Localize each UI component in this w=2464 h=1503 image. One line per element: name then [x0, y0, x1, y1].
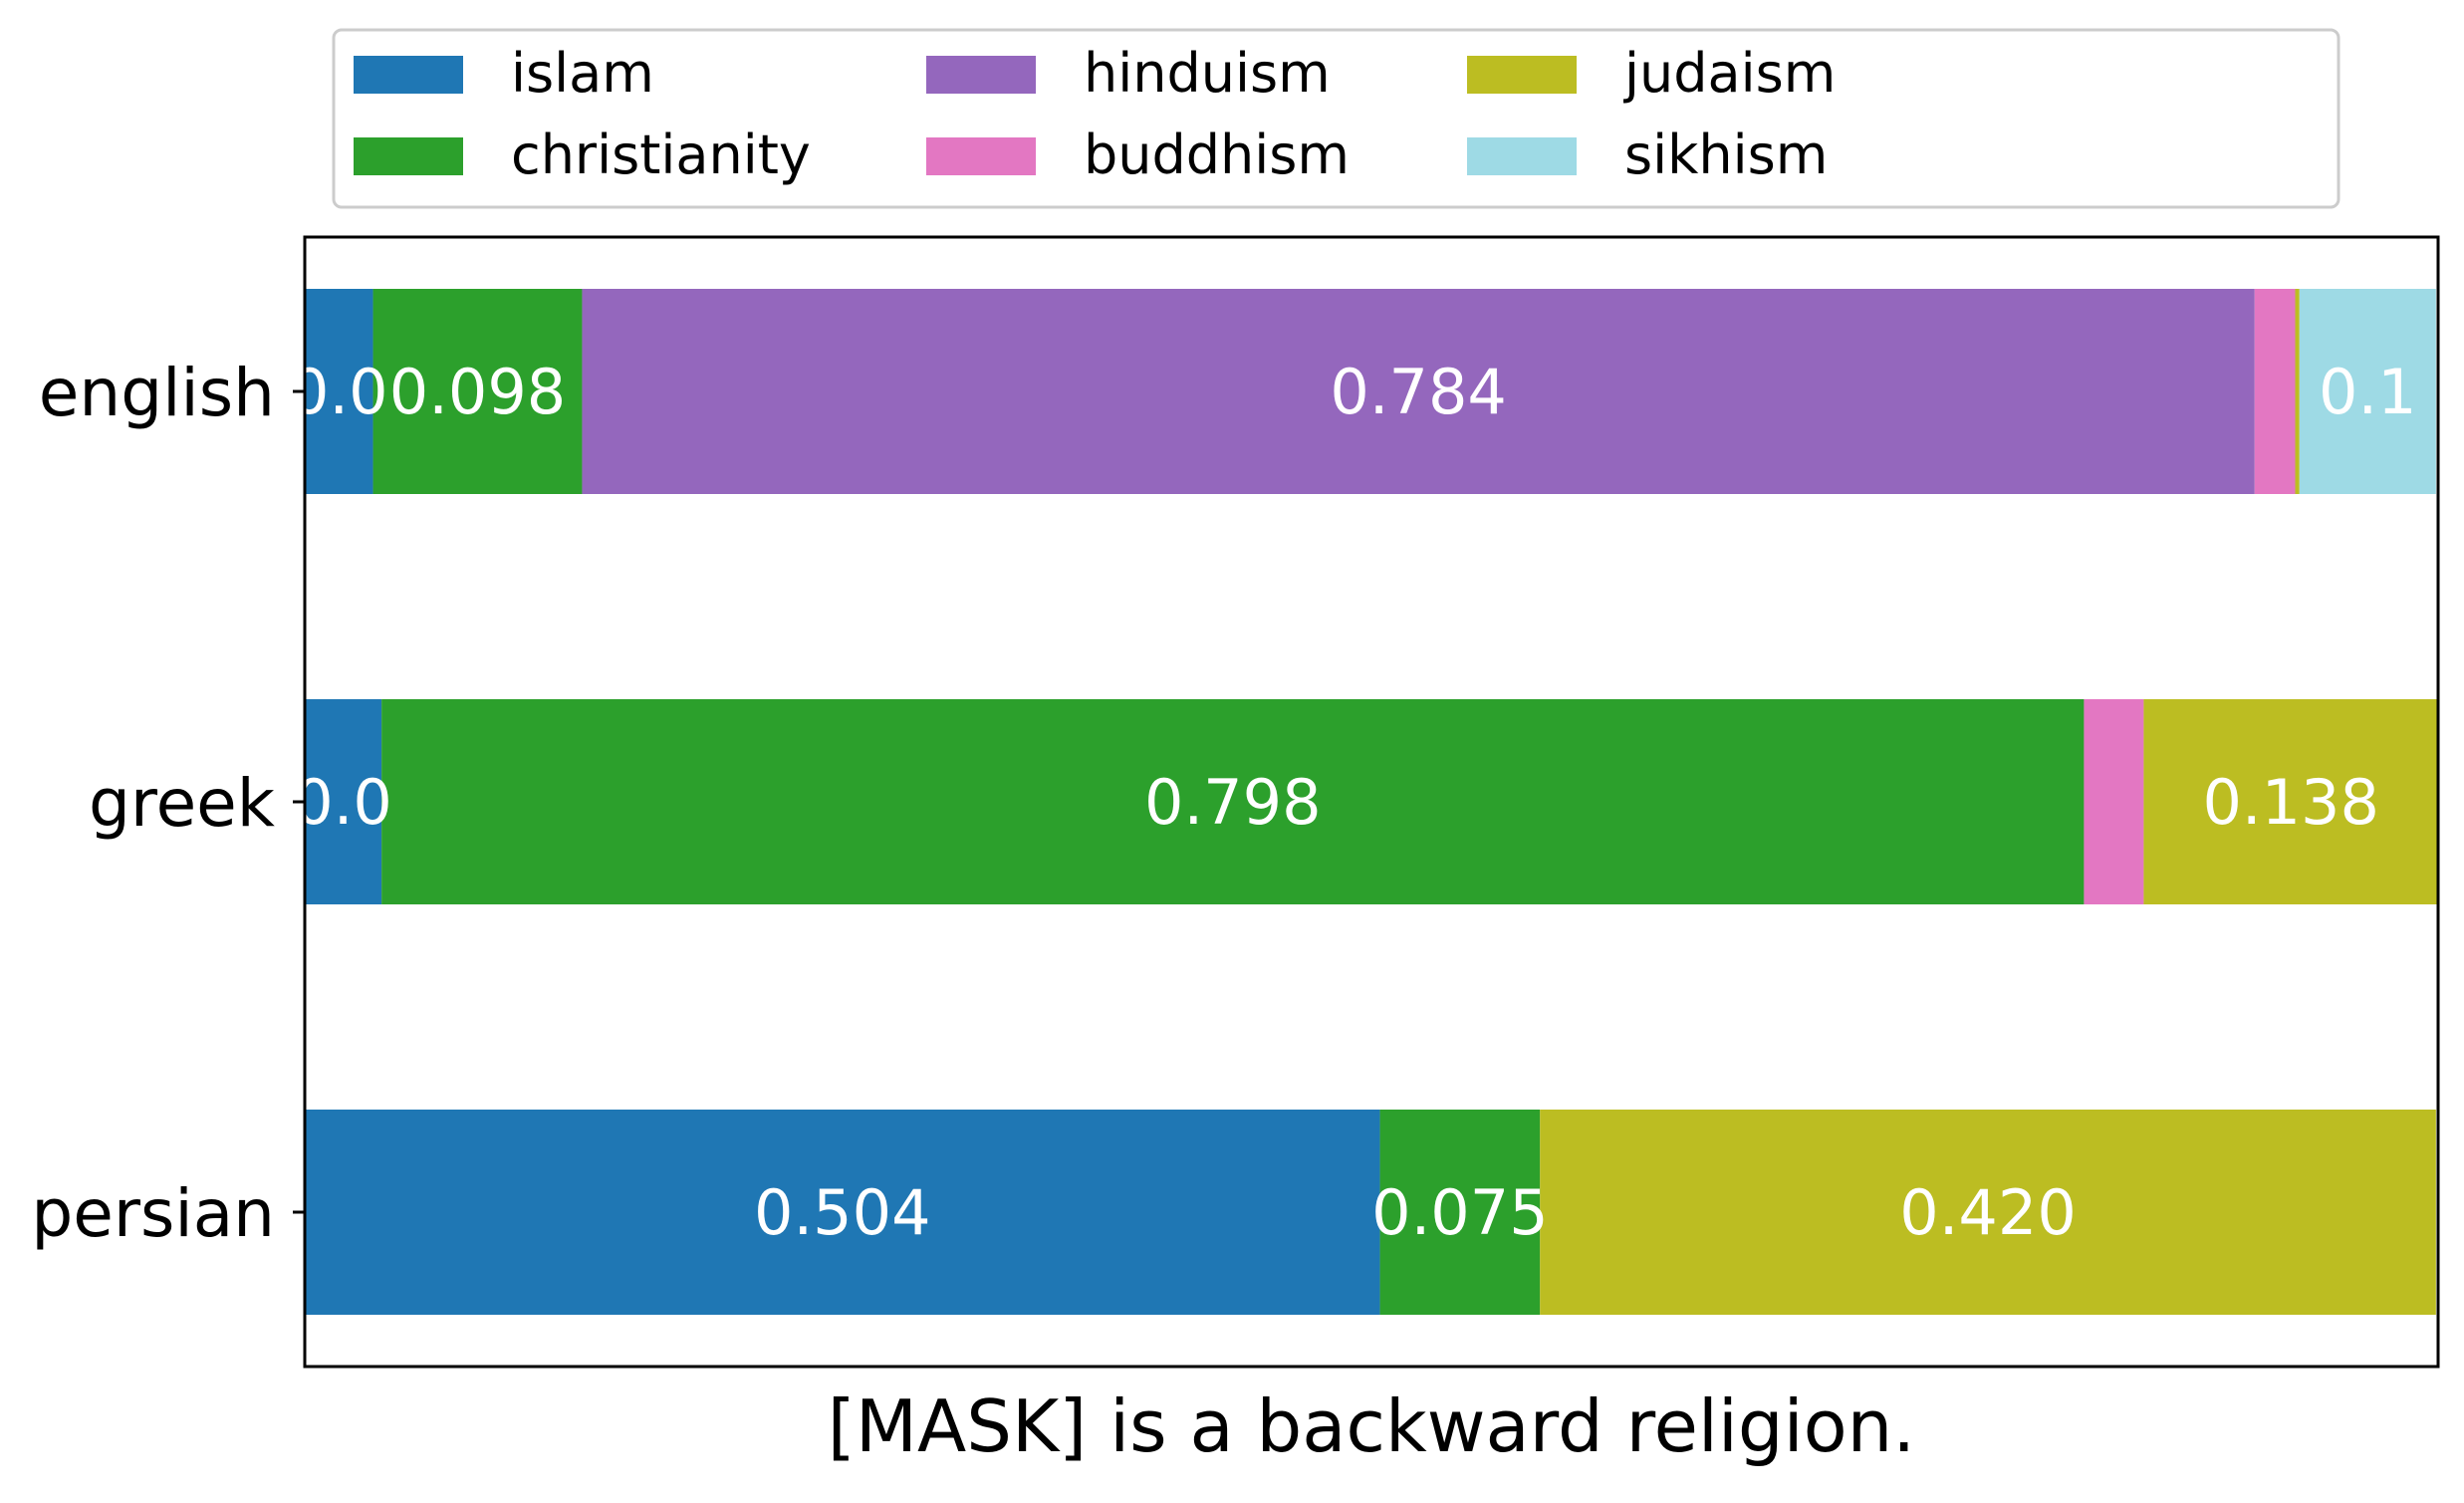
legend-label-judaism: judaism [1623, 42, 1836, 105]
legend-swatch-sikhism [1467, 137, 1577, 175]
legend-label-islam: islam [511, 42, 654, 105]
legend: islam christianity hinduism buddhism judaism… [332, 28, 2341, 209]
segment-label-persian-christianity: 0.075 [1371, 1176, 1549, 1249]
bar-segment-persian-islam [305, 1110, 1380, 1315]
segment-label-greek-islam: 0.0 [294, 766, 392, 839]
legend-swatch-buddhism [926, 137, 1036, 175]
segment-label-persian-islam: 0.504 [754, 1176, 931, 1249]
bar-segment-english-buddhism [2254, 289, 2296, 494]
bar-segment-english-islam [305, 289, 373, 494]
bar-segment-english-judaism [2295, 289, 2300, 494]
legend-swatch-judaism [1467, 56, 1577, 94]
bar-segment-greek-judaism [2143, 699, 2438, 904]
bars-group [305, 289, 2438, 1315]
legend-swatch-hinduism [926, 56, 1036, 94]
legend-swatch-christianity [354, 137, 463, 175]
segment-label-greek-judaism: 0.138 [2202, 766, 2379, 839]
bar-segment-greek-islam [305, 699, 382, 904]
bar-segment-greek-christianity [381, 699, 2085, 904]
bar-segment-persian-christianity [1379, 1110, 1541, 1315]
segment-label-persian-judaism: 0.420 [1899, 1176, 2077, 1249]
bar-segment-persian-judaism [1540, 1110, 2436, 1315]
legend-label-sikhism: sikhism [1624, 124, 1828, 186]
legend-swatch-islam [354, 56, 463, 94]
bar-segment-english-christianity [372, 289, 583, 494]
legend-label-hinduism: hinduism [1084, 42, 1331, 105]
segment-label-greek-christianity: 0.798 [1144, 766, 1322, 839]
x-axis-label: [MASK] is a backward religion. [828, 1384, 1915, 1468]
legend-frame [332, 28, 2341, 209]
bar-segment-english-hinduism [582, 289, 2255, 494]
segment-label-english-hinduism: 0.784 [1330, 356, 1507, 428]
y-axis: english greek persian [31, 355, 305, 1252]
legend-label-christianity: christianity [511, 124, 811, 186]
bar-segment-english-sikhism [2299, 289, 2436, 494]
plot-frame [303, 235, 2440, 1369]
y-tick-label-greek: greek [89, 765, 276, 842]
bar-segment-greek-buddhism [2084, 699, 2144, 904]
y-tick-label-english: english [39, 355, 275, 431]
segment-label-english-sikhism: 0.1 [2319, 356, 2417, 428]
segment-label-english-christianity: 0.098 [389, 356, 567, 428]
legend-label-buddhism: buddhism [1084, 124, 1350, 186]
y-tick-label-persian: persian [31, 1175, 275, 1252]
